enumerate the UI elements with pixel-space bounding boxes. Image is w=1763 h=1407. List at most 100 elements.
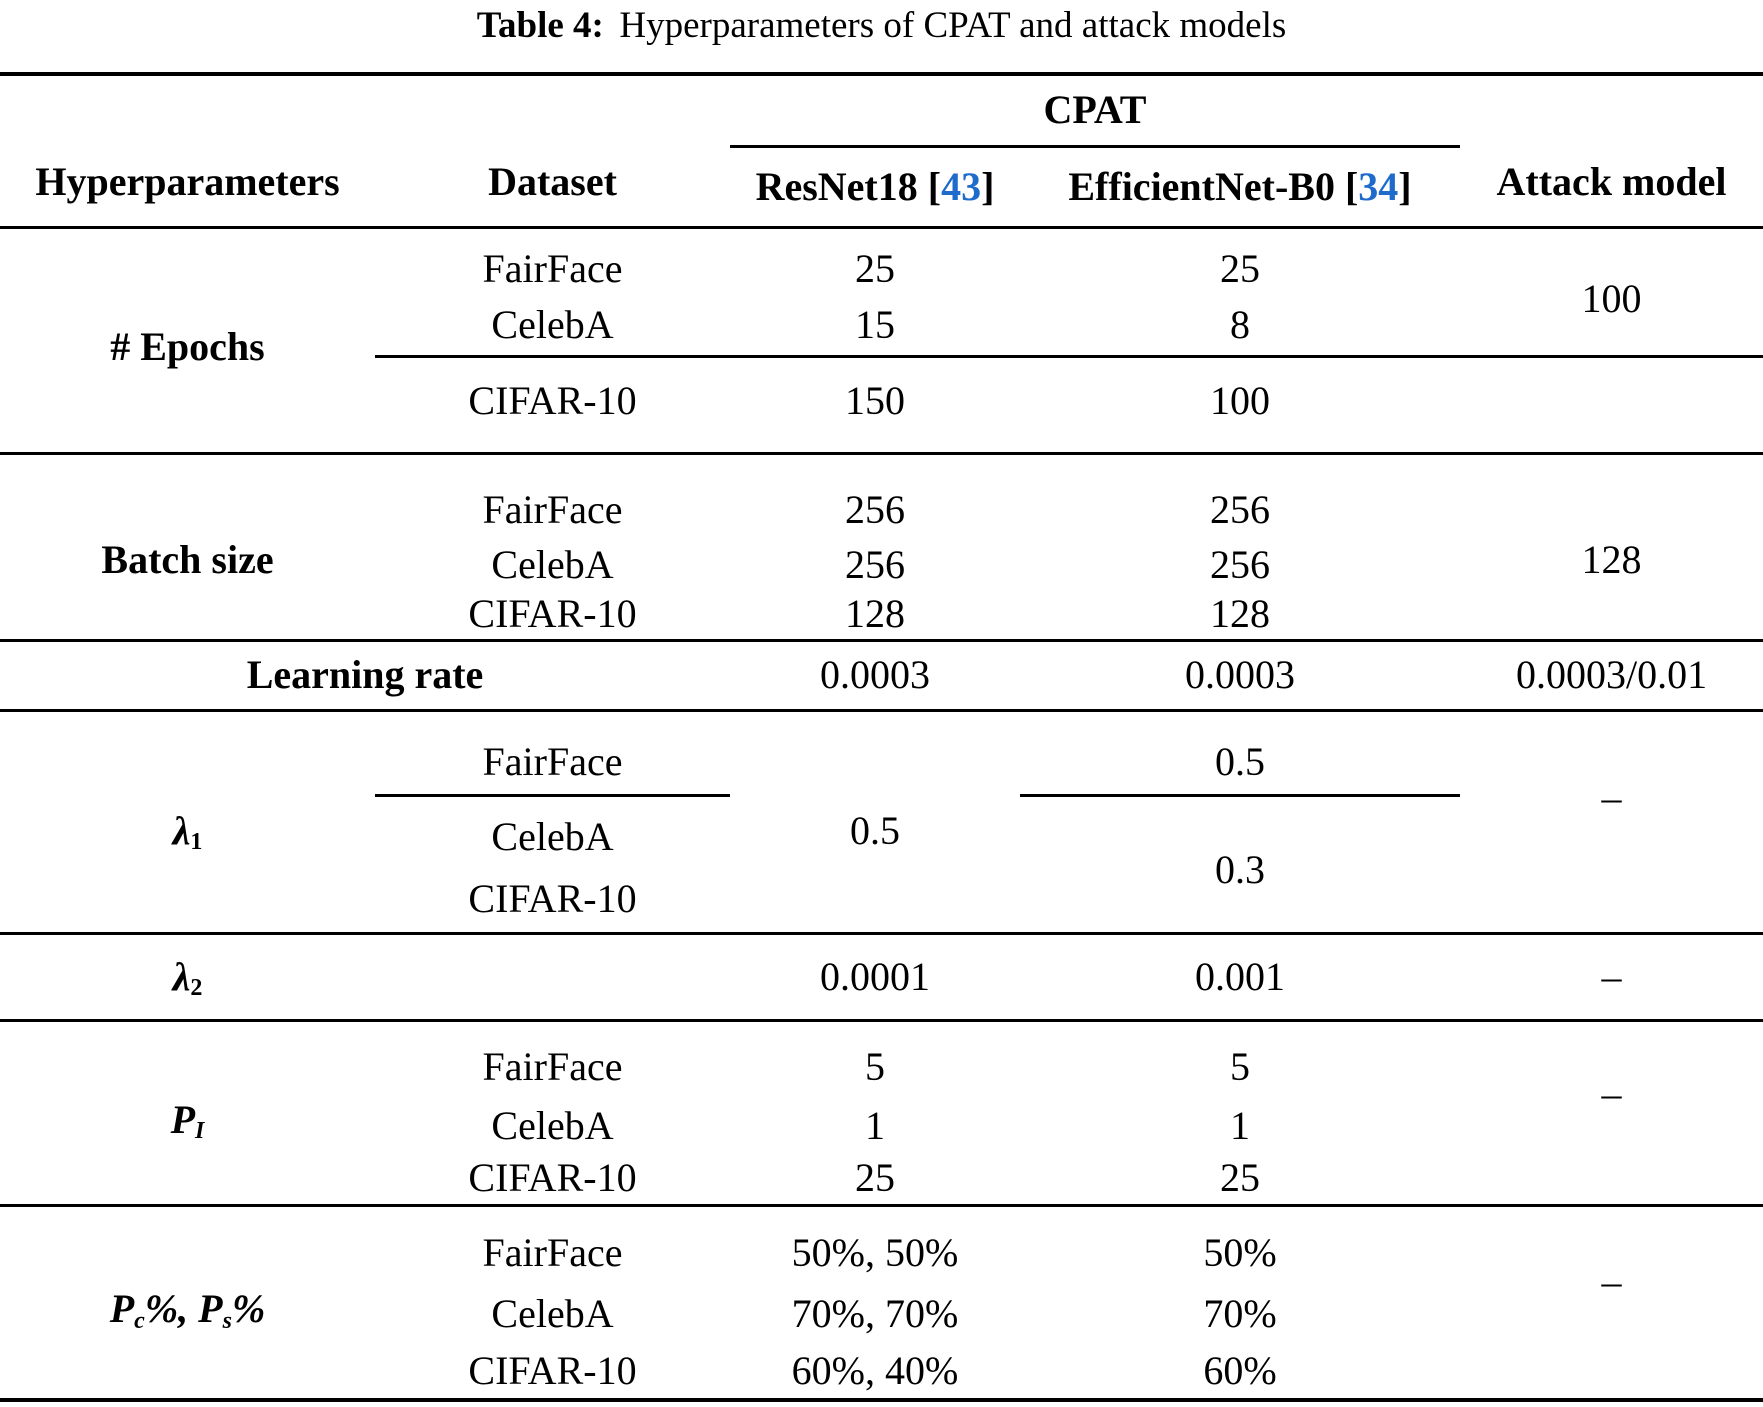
cell-epochs-cifar10-dataset: CIFAR-10: [468, 377, 637, 423]
cell-epochs-attack: 100: [1460, 225, 1763, 358]
cell-pcs-cifar10-dataset: CIFAR-10: [468, 1347, 637, 1393]
p-c-symbol: P: [109, 1286, 135, 1332]
table-row: λ1 FairFace 0.5 0.5 –: [0, 708, 1763, 933]
resnet18-label: ResNet18: [755, 163, 918, 209]
cell-lambda1-attack: –: [1460, 708, 1763, 866]
cell-pi-cifar10-resnet: 25: [855, 1155, 895, 1201]
cell-batch-fairface-effnet: 256: [1020, 451, 1461, 540]
p-i-subscript: I: [195, 1117, 205, 1144]
table-row: CIFAR-10 128 128: [0, 590, 1763, 640]
cell-batch-celeba-dataset: CelebA: [491, 542, 614, 587]
table-row: Pc%, Ps% FairFace 50%, 50% 50% –: [0, 1203, 1763, 1400]
p-i-symbol: P: [170, 1096, 196, 1142]
cell-pi-attack: –: [1460, 1018, 1763, 1153]
cell-batch-celeba-effnet: 256: [1210, 542, 1270, 587]
citation-bracket-open: [: [1344, 163, 1359, 209]
col-header-efficientnet-b0: EfficientNet-B0 [34]: [1020, 146, 1461, 229]
table-row: CelebA 0.3: [0, 795, 1763, 892]
citation-bracket-close: ]: [981, 163, 995, 209]
citation-bracket-close: ]: [1398, 163, 1412, 209]
cell-batch-celeba-resnet: 256: [845, 542, 905, 587]
col-header-hyperparameters: Hyperparameters: [0, 74, 375, 229]
cell-pcs-fairface-dataset: FairFace: [375, 1203, 730, 1285]
table-row: CIFAR-10 60%, 40% 60%: [0, 1343, 1763, 1400]
lambda1-symbol: λ: [172, 807, 191, 853]
cell-pi-attack-empty: [1460, 1153, 1763, 1205]
citation-34[interactable]: 34: [1358, 163, 1399, 209]
cell-pcs-celeba-resnet: 70%, 70%: [791, 1291, 959, 1336]
table-row: CIFAR-10: [0, 866, 1763, 933]
cell-lambda2-effnet: 0.001: [1020, 931, 1461, 1020]
cell-epochs-celeba-resnet: 15: [730, 295, 1020, 358]
table-row: CelebA 70%, 70% 70%: [0, 1285, 1763, 1343]
cell-pi-fairface-effnet: 5: [1020, 1018, 1461, 1098]
cell-batch-fairface-dataset: FairFace: [375, 451, 730, 540]
table-row: λ2 0.0001 0.001 –: [0, 931, 1763, 1020]
table-caption-number: Table 4:: [476, 5, 604, 46]
row-label-batch-size: Batch size: [0, 451, 375, 640]
cell-batch-cifar10-dataset: CIFAR-10: [468, 591, 637, 637]
table-row: CIFAR-10 150 100: [0, 356, 1763, 453]
lambda2-subscript: 2: [190, 974, 203, 1001]
table-caption-text: Hyperparameters of CPAT and attack model…: [619, 5, 1287, 46]
cell-pcs-fairface-resnet: 50%, 50%: [730, 1203, 1020, 1285]
row-label-lambda2: λ2: [0, 931, 375, 1020]
cell-lr-attack: 0.0003/0.01: [1460, 638, 1763, 710]
lambda2-symbol: λ: [172, 953, 191, 999]
cell-pcs-celeba-dataset: CelebA: [491, 1291, 614, 1336]
lambda1-subscript: 1: [190, 828, 203, 855]
cell-epochs-fairface-dataset: FairFace: [375, 225, 730, 295]
cell-lambda1-celeba-dataset: CelebA: [491, 814, 614, 860]
header-row-group: Hyperparameters Dataset CPAT Attack mode…: [0, 74, 1763, 229]
pc-ps-separator: %,: [144, 1286, 189, 1332]
table-row: Batch size FairFace 256 256 128: [0, 451, 1763, 640]
cell-lambda1-attack-empty: [1460, 866, 1763, 933]
table-row: # Epochs FairFace 25 25 100: [0, 225, 1763, 453]
cell-pcs-attack-empty: [1460, 1343, 1763, 1400]
cell-pcs-cifar10-effnet: 60%: [1203, 1347, 1277, 1393]
cell-lambda1-cifar10-dataset: CIFAR-10: [468, 875, 637, 921]
table-row: Learning rate 0.0003 0.0003 0.0003/0.01: [0, 638, 1763, 710]
cell-lambda1-resnet: 0.5: [730, 708, 1020, 933]
cell-epochs-celeba-dataset: CelebA: [375, 295, 730, 358]
header-row-models: ResNet18 [43] EfficientNet-B0 [34]: [0, 146, 1763, 229]
p-c-subscript: c: [134, 1307, 145, 1334]
cell-lambda2-resnet: 0.0001: [730, 931, 1020, 1020]
cell-lr-effnet: 0.0003: [1020, 638, 1461, 710]
table-row: CelebA 1 1: [0, 1098, 1763, 1153]
cell-batch-cifar10-resnet: 128: [845, 591, 905, 637]
cell-pcs-fairface-effnet: 50%: [1020, 1203, 1461, 1285]
cell-lambda1-fairface-dataset: FairFace: [375, 708, 730, 797]
cell-pcs-cifar10-resnet: 60%, 40%: [791, 1347, 959, 1393]
pc-ps-percent: %: [231, 1286, 266, 1332]
cell-pi-cifar10-effnet: 25: [1220, 1155, 1260, 1201]
cell-pi-celeba-effnet: 1: [1230, 1102, 1250, 1148]
citation-bracket-open: [: [927, 163, 942, 209]
cell-epochs-cifar10-attack-empty: [1460, 356, 1763, 453]
table-row: CelebA 15 8: [0, 295, 1763, 358]
col-header-dataset: Dataset: [375, 74, 730, 229]
efficientnet-b0-label: EfficientNet-B0: [1068, 163, 1335, 209]
col-header-resnet18: ResNet18 [43]: [730, 146, 1020, 229]
cell-pi-celeba-resnet: 1: [865, 1102, 885, 1148]
cell-lr-resnet: 0.0003: [730, 638, 1020, 710]
cell-pi-cifar10-dataset: CIFAR-10: [468, 1155, 637, 1201]
row-label-pc-ps: Pc%, Ps%: [0, 1203, 375, 1400]
p-s-subscript: s: [222, 1307, 232, 1334]
cell-epochs-cifar10-effnet: 100: [1210, 377, 1270, 423]
cell-pi-fairface-resnet: 5: [730, 1018, 1020, 1098]
table-row: PI FairFace 5 5 –: [0, 1018, 1763, 1205]
group-header-cpat: CPAT: [730, 74, 1461, 148]
cell-epochs-fairface-effnet: 25: [1020, 225, 1461, 295]
cell-pi-celeba-dataset: CelebA: [491, 1102, 614, 1148]
cell-lambda2-dataset-empty: [375, 931, 730, 1020]
cell-batch-attack: 128: [1460, 451, 1763, 640]
row-label-p-i: PI: [0, 1018, 375, 1205]
cell-batch-cifar10-effnet: 128: [1210, 591, 1270, 637]
cell-pi-fairface-dataset: FairFace: [375, 1018, 730, 1098]
cell-epochs-celeba-effnet: 8: [1020, 295, 1461, 358]
table-row: CelebA 256 256: [0, 540, 1763, 590]
citation-43[interactable]: 43: [941, 163, 982, 209]
col-header-attack-model: Attack model: [1460, 74, 1763, 229]
table-row: CIFAR-10 25 25: [0, 1153, 1763, 1205]
